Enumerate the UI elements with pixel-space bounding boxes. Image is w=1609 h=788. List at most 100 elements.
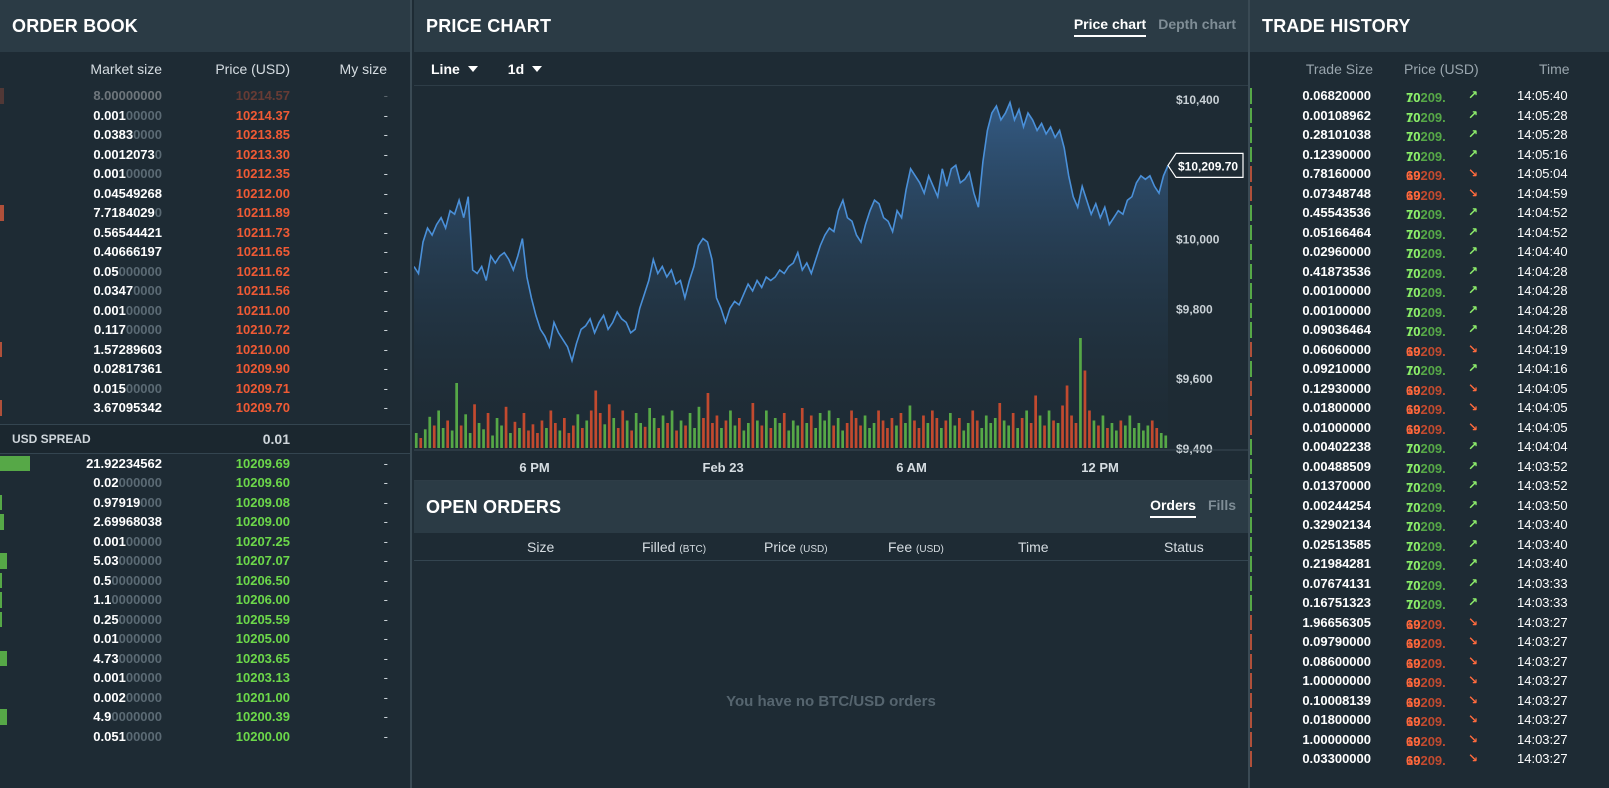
bid-row[interactable]: 21.92234562 10209.69 - <box>0 454 410 474</box>
bid-row[interactable]: 4.73000000 10203.65 - <box>0 649 410 669</box>
bid-row[interactable]: 0.25000000 10205.59 - <box>0 610 410 630</box>
order-size: 0.50000000 <box>93 572 162 588</box>
order-size: 0.00100000 <box>93 302 162 318</box>
ask-row[interactable]: 8.00000000 10214.57 - <box>0 86 410 106</box>
open-orders-title: OPEN ORDERS <box>426 496 562 517</box>
price-column-header: Price (USD) <box>215 61 290 77</box>
tab-price-chart[interactable]: Price chart <box>1073 16 1147 37</box>
trade-size: 0.01000000 <box>1302 419 1371 435</box>
ask-row[interactable]: 0.02817361 10209.90 - <box>0 359 410 379</box>
ask-row[interactable]: 0.01500000 10209.71 - <box>0 379 410 399</box>
trade-row: 0.00402238 10209. 70 ↗ 14:04:04 <box>1250 437 1609 457</box>
volume-bar <box>823 420 826 448</box>
tab-orders[interactable]: Orders <box>1150 497 1196 518</box>
arrow-down-right-icon: ↘ <box>1468 341 1479 356</box>
order-size: 0.01500000 <box>93 380 162 396</box>
ask-row[interactable]: 0.03830000 10213.85 - <box>0 125 410 145</box>
bid-row[interactable]: 0.00200000 10201.00 - <box>0 688 410 708</box>
bid-row[interactable]: 1.10000000 10206.00 - <box>0 590 410 610</box>
volume-bar <box>1079 338 1082 448</box>
trade-time: 14:03:33 <box>1517 595 1568 610</box>
tab-depth-chart[interactable]: Depth chart <box>1158 15 1236 32</box>
volume-bar <box>1128 415 1132 448</box>
bid-row[interactable]: 0.50000000 10206.50 - <box>0 571 410 591</box>
volume-bar <box>832 425 835 448</box>
order-size: 0.03470000 <box>93 283 162 299</box>
volume-bar <box>841 430 844 448</box>
arrow-down-right-icon: ↘ <box>1468 731 1479 746</box>
order-size: 0.56544421 <box>93 224 162 240</box>
interval-dropdown[interactable]: 1d <box>508 61 543 77</box>
volume-bar <box>1020 418 1024 448</box>
bid-row[interactable]: 5.03000000 10207.07 - <box>0 551 410 571</box>
price-chart-canvas[interactable]: $10,400 $10,000 $9,800 $9,600 $9,400 6 PM Feb … <box>414 86 1248 480</box>
bids-list: 21.92234562 10209.69-0.02000000 10209.60-0… <box>0 454 410 747</box>
bid-row[interactable]: 0.97919000 10209.08 - <box>0 493 410 513</box>
volume-bar <box>989 423 993 448</box>
volume-bar <box>697 406 701 449</box>
ask-row[interactable]: 0.00120730 10213.30 - <box>0 145 410 165</box>
status-column-header: Status <box>1164 538 1204 555</box>
ask-row[interactable]: 0.00100000 10211.00 - <box>0 301 410 321</box>
ask-row[interactable]: 0.00100000 10214.37 - <box>0 106 410 126</box>
ask-row[interactable]: 0.40666197 10211.65 - <box>0 242 410 262</box>
volume-bar <box>598 413 602 448</box>
volume-bar <box>1016 428 1019 448</box>
ask-row[interactable]: 0.05000000 10211.62 - <box>0 262 410 282</box>
order-price: 10200.00 <box>235 728 290 744</box>
ask-row[interactable]: 1.57289603 10210.00 - <box>0 340 410 360</box>
trade-time: 14:04:28 <box>1517 283 1568 298</box>
volume-bar <box>477 423 481 448</box>
volume-bar <box>908 405 912 448</box>
ask-row[interactable]: 7.71840290 10211.89 - <box>0 203 410 223</box>
order-size: 0.97919000 <box>93 494 162 510</box>
bid-row[interactable]: 0.02000000 10209.60 - <box>0 473 410 493</box>
ask-row[interactable]: 0.56544421 10211.73 - <box>0 223 410 243</box>
volume-bar <box>1146 425 1150 448</box>
trade-side-marker <box>1250 478 1252 494</box>
volume-bar <box>567 433 571 448</box>
volume-bar <box>1155 428 1159 448</box>
ask-row[interactable]: 0.03470000 10211.56 - <box>0 281 410 301</box>
order-size: 0.05000000 <box>93 263 162 279</box>
order-price: 10206.00 <box>235 592 290 608</box>
bid-row[interactable]: 0.00100000 10207.25 - <box>0 532 410 552</box>
arrow-up-right-icon: ↗ <box>1468 302 1479 317</box>
ask-row[interactable]: 0.04549268 10212.00 - <box>0 184 410 204</box>
ask-row[interactable]: 0.11700000 10210.72 - <box>0 320 410 340</box>
bid-row[interactable]: 0.01000000 10205.00 - <box>0 629 410 649</box>
bid-row[interactable]: 0.00100000 10203.13 - <box>0 668 410 688</box>
volume-bar <box>603 424 607 449</box>
volume-bar <box>962 430 966 448</box>
volume-bar <box>1106 428 1109 448</box>
volume-bar <box>616 428 620 448</box>
my-size: - <box>383 631 388 647</box>
volume-bar <box>545 428 548 448</box>
volume-bar <box>670 410 674 448</box>
trade-size: 0.78160000 <box>1302 166 1371 181</box>
bid-row[interactable]: 4.90000000 10200.39 - <box>0 707 410 727</box>
ask-row[interactable]: 0.00100000 10212.35 - <box>0 164 410 184</box>
trade-size: 0.16751323 <box>1302 595 1371 610</box>
tab-fills[interactable]: Fills <box>1207 496 1236 513</box>
my-size: - <box>383 185 388 201</box>
trade-size: 0.02513585 <box>1302 536 1371 552</box>
ask-row[interactable]: 3.67095342 10209.70 - <box>0 398 410 418</box>
volume-bar <box>540 420 544 448</box>
orders-tabs: Orders Fills <box>1150 497 1236 518</box>
bid-row[interactable]: 2.69968038 10209.00 - <box>0 512 410 532</box>
volume-bar <box>486 413 490 448</box>
trade-size: 0.00244254 <box>1302 497 1371 513</box>
volume-bar <box>423 429 427 449</box>
order-price: 10211.73 <box>236 224 290 240</box>
chart-type-dropdown[interactable]: Line <box>431 61 478 77</box>
trade-time: 14:03:27 <box>1517 614 1568 630</box>
trade-row: 0.12930000 10209. 69 ↘ 14:04:05 <box>1250 379 1609 399</box>
volume-bar <box>1092 420 1096 448</box>
volume-bars <box>414 338 1168 449</box>
volume-bar <box>751 403 755 448</box>
trade-size: 0.08600000 <box>1302 653 1371 669</box>
trade-time: 14:04:28 <box>1517 263 1568 279</box>
volume-bar <box>419 438 423 448</box>
bid-row[interactable]: 0.05100000 10200.00 - <box>0 727 410 747</box>
